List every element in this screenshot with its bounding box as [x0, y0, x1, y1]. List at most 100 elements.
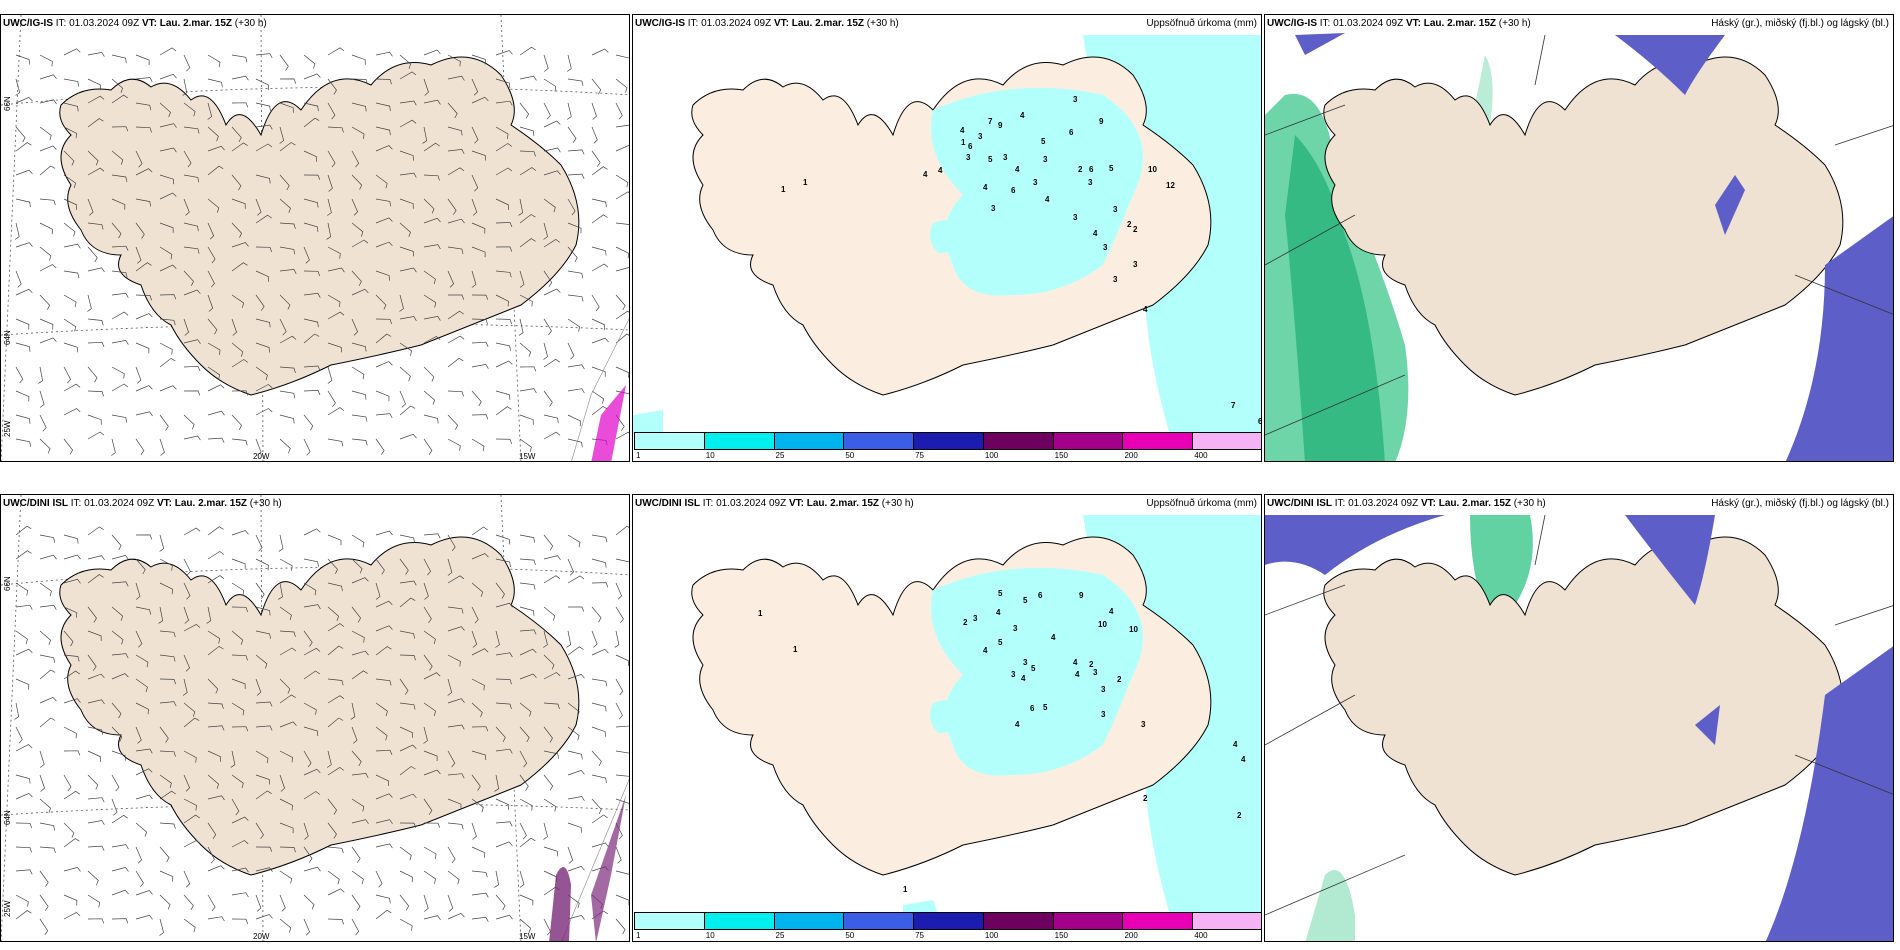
wind-barb — [615, 102, 623, 120]
wind-barb — [591, 630, 598, 648]
wind-barb — [543, 726, 553, 743]
colorbar-tick-label: 100 — [984, 451, 999, 460]
wind-barb — [303, 292, 321, 298]
wind-barb — [423, 438, 433, 455]
wind-barb — [327, 888, 345, 896]
wind-barb — [15, 846, 32, 853]
wind-barb — [567, 575, 585, 584]
wind-barb — [519, 918, 532, 934]
wind-barb — [279, 366, 296, 373]
wind-barb — [63, 222, 76, 237]
wind-barb — [519, 414, 534, 425]
wind-barb — [111, 94, 128, 104]
wind-barb — [159, 438, 165, 456]
wind-barb — [279, 630, 296, 637]
precip-value-label: 2 — [1237, 811, 1242, 820]
wind-barb — [494, 774, 500, 792]
wind-barb — [615, 124, 629, 128]
wind-barb — [135, 198, 152, 207]
wind-barb — [351, 318, 359, 336]
wind-barb — [255, 366, 268, 381]
wind-barb — [423, 49, 441, 56]
wind-barb — [111, 867, 129, 872]
wind-barb — [207, 916, 225, 922]
wind-barb — [183, 102, 196, 117]
wind-barb — [279, 438, 291, 454]
wind-barb — [159, 357, 176, 368]
wind-barb — [159, 870, 174, 882]
wind-barb — [423, 366, 435, 382]
wind-barb — [207, 645, 224, 656]
wind-barb — [87, 726, 103, 735]
precip-value-label: 1 — [803, 178, 808, 187]
wind-barb — [303, 54, 316, 69]
wind-barb — [255, 725, 273, 731]
wind-barb — [87, 845, 105, 851]
wind-barb — [568, 606, 585, 612]
wind-barb — [447, 198, 457, 215]
wind-barb — [327, 342, 342, 353]
wind-barb — [111, 534, 122, 551]
wind-barb — [471, 150, 486, 161]
wind-barb — [591, 126, 598, 144]
wind-barb — [207, 294, 214, 312]
wind-barb — [39, 264, 57, 272]
colorbar-swatches — [634, 912, 1261, 930]
colorbar-tick-label: 75 — [915, 931, 925, 940]
wind-barb — [351, 846, 361, 863]
colorbar-tick-label: 150 — [1054, 451, 1069, 460]
wind-barb — [591, 198, 607, 208]
wind-barb — [423, 822, 441, 828]
wind-barb — [135, 77, 153, 83]
wind-barb — [39, 438, 51, 454]
wind-barb — [159, 222, 174, 233]
precip-value-label: 1 — [903, 885, 908, 894]
wind-barb — [39, 654, 55, 663]
wind-barb — [495, 678, 512, 685]
wind-barb — [495, 390, 511, 400]
wind-barb — [279, 721, 297, 728]
wind-barb — [327, 198, 332, 216]
wind-barb — [15, 288, 33, 296]
precip-value-label: 3 — [1141, 720, 1146, 729]
wind-barb — [447, 912, 465, 920]
wind-barb — [447, 357, 464, 368]
wind-barb — [615, 654, 629, 666]
wind-barb — [87, 870, 99, 886]
wind-barb — [63, 790, 81, 800]
precip-value-label: 1 — [781, 185, 786, 194]
wind-barb — [447, 102, 458, 119]
wind-barb — [375, 702, 388, 717]
precip-value-label: 7 — [988, 117, 993, 126]
wind-barb — [471, 582, 484, 597]
wind-barb — [351, 558, 363, 574]
wind-barb — [615, 191, 629, 200]
wind-barb — [399, 870, 413, 883]
wind-barb — [543, 414, 559, 424]
wind-barb — [375, 333, 392, 344]
wind-barb — [279, 222, 296, 229]
wind-barb — [375, 646, 392, 656]
wind-barb — [255, 630, 271, 639]
wind-barb — [519, 102, 530, 119]
wind-barb — [207, 270, 215, 288]
wind-barb — [135, 846, 143, 864]
precip-value-label: 4 — [1073, 658, 1078, 667]
wind-barb — [279, 918, 292, 933]
wind-barb — [207, 126, 219, 142]
wind-barb — [423, 533, 441, 539]
wind-barb — [495, 360, 513, 368]
wind-barb — [279, 774, 286, 792]
wind-barb — [87, 414, 102, 425]
precip-value-label: 4 — [1015, 720, 1020, 729]
wind-barb — [39, 554, 57, 560]
precip-value-label: 5 — [998, 589, 1003, 598]
iceland-cloud-map — [1265, 514, 1893, 941]
wind-barb — [327, 126, 344, 133]
wind-barb — [495, 821, 513, 827]
wind-barb — [615, 774, 629, 777]
wind-barb — [351, 534, 365, 548]
wind-barb — [447, 218, 465, 224]
wind-barb — [111, 270, 128, 278]
wind-barb — [255, 606, 271, 616]
